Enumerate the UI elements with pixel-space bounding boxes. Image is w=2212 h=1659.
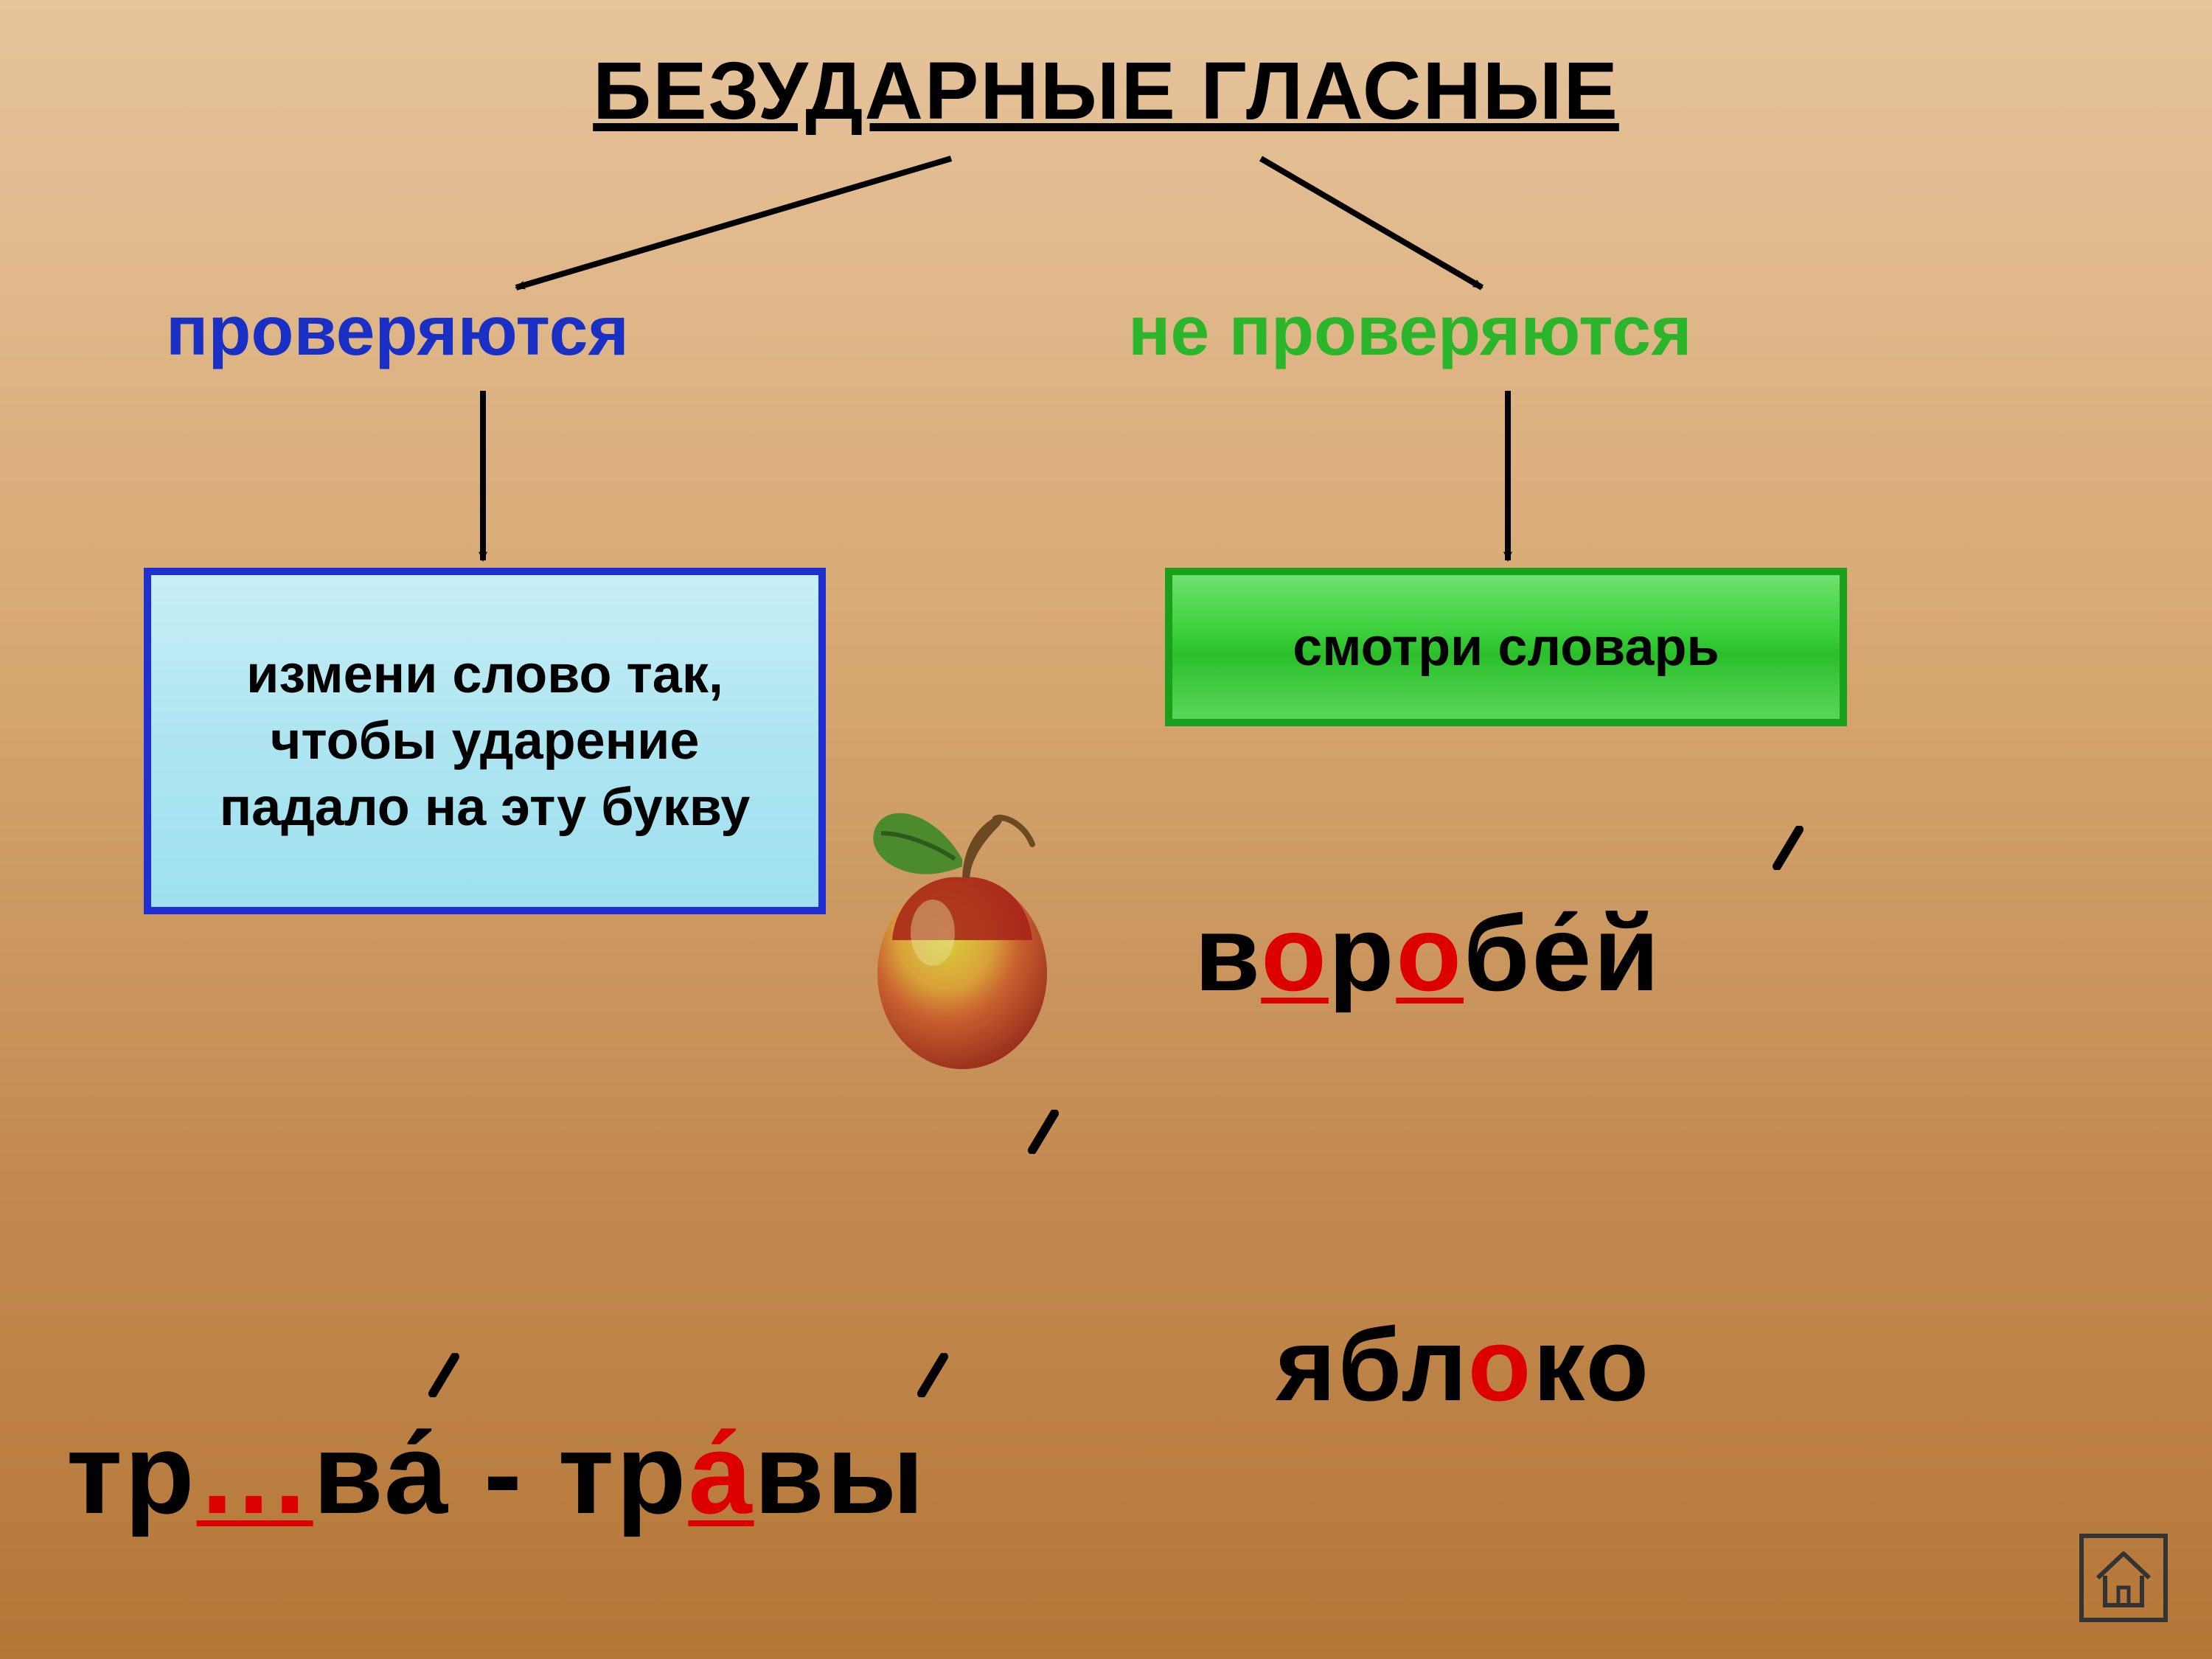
example-trava: тр…ва́ - тра́вы [66, 1408, 926, 1540]
branch-right-label: не проверяются [1128, 291, 1692, 372]
stress-mark [911, 1353, 955, 1397]
stress-mark [1021, 1110, 1065, 1154]
home-button[interactable] [2079, 1534, 2168, 1622]
home-icon [2090, 1545, 2157, 1611]
example-yabloko: яблоко [1276, 1305, 1651, 1425]
example-vorobey: воробе́й [1194, 892, 1661, 1015]
apple-icon [852, 793, 1073, 1073]
branch-left-label: проверяются [166, 291, 629, 372]
stress-mark [422, 1353, 466, 1397]
box-verified-text: измени слово так, чтобы ударение падало … [181, 641, 789, 841]
stress-mark [1766, 826, 1810, 870]
box-verified: измени слово так, чтобы ударение падало … [144, 568, 826, 914]
box-dictionary: смотри словарь [1165, 568, 1847, 726]
slide: БЕЗУДАРНЫЕ ГЛАСНЫЕ проверяются не провер… [0, 0, 2212, 1659]
box-dictionary-text: смотри словарь [1293, 614, 1719, 681]
